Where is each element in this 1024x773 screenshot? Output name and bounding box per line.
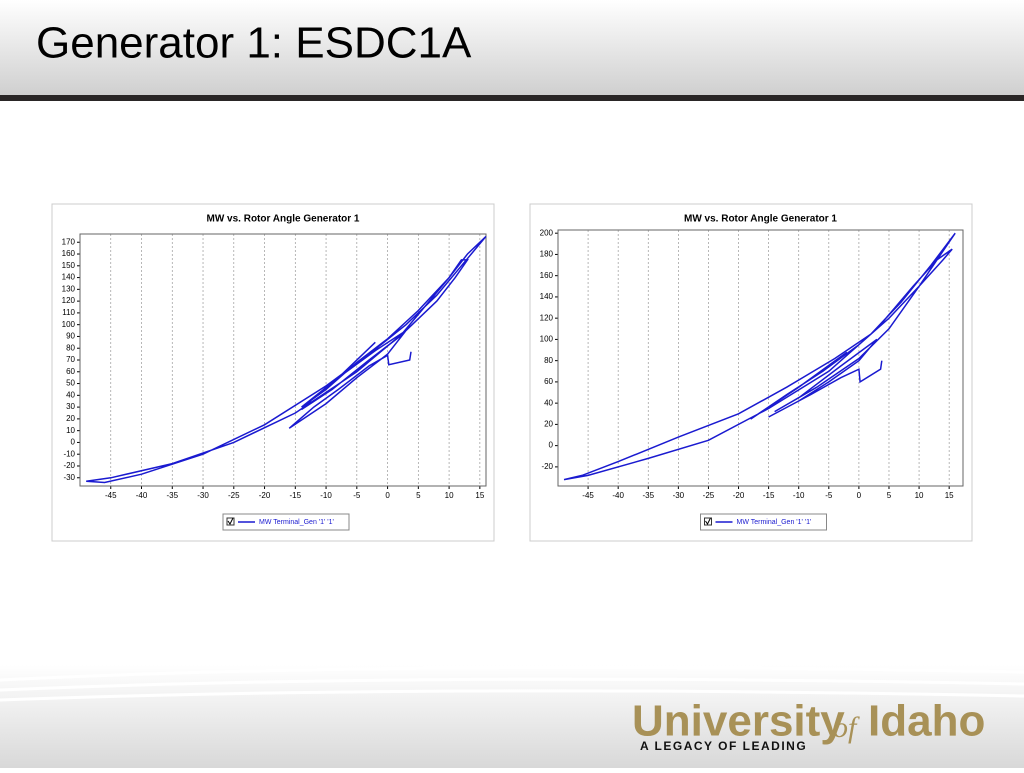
y-tick-label: 120 bbox=[540, 313, 554, 322]
legend-checkbox bbox=[226, 517, 235, 526]
x-tick-label: -5 bbox=[825, 491, 833, 500]
logo-university: University bbox=[632, 697, 845, 746]
plot-frame bbox=[557, 229, 964, 487]
y-tick-label: 130 bbox=[62, 284, 76, 293]
legend-checkbox bbox=[704, 517, 712, 526]
plot-frame bbox=[79, 233, 487, 487]
legend-label: MW Terminal_Gen '1' '1' bbox=[259, 519, 334, 526]
chart-panel bbox=[529, 203, 973, 542]
legend-box bbox=[222, 513, 350, 531]
x-tick-label: -15 bbox=[763, 491, 775, 500]
x-tick-label: 15 bbox=[475, 491, 484, 500]
x-tick-label: 15 bbox=[945, 491, 954, 500]
y-tick-label: 160 bbox=[540, 271, 554, 280]
header-bg bbox=[0, 0, 1024, 96]
y-tick-label: 40 bbox=[544, 398, 553, 407]
x-tick-label: -5 bbox=[353, 491, 361, 500]
y-tick-label: -20 bbox=[63, 461, 75, 470]
y-tick-label: 110 bbox=[62, 308, 75, 317]
x-tick-label: -10 bbox=[793, 491, 805, 500]
x-tick-label: -10 bbox=[320, 491, 332, 500]
y-tick-label: 100 bbox=[540, 335, 554, 344]
y-tick-label: 140 bbox=[62, 273, 76, 282]
x-tick-label: 10 bbox=[915, 491, 924, 500]
x-tick-label: -30 bbox=[673, 491, 685, 500]
legend-check bbox=[227, 517, 234, 525]
logo-idaho: Idaho bbox=[868, 697, 985, 746]
y-tick-label: 50 bbox=[66, 379, 75, 388]
logo-of: of bbox=[833, 711, 860, 744]
logo-tagline: A LEGACY OF LEADING bbox=[640, 739, 807, 753]
y-tick-label: 20 bbox=[544, 419, 553, 428]
y-tick-label: -20 bbox=[541, 462, 553, 471]
legend-box bbox=[700, 513, 827, 531]
y-tick-label: 60 bbox=[544, 377, 553, 386]
x-tick-label: -40 bbox=[136, 491, 148, 500]
chart-panel bbox=[51, 203, 495, 542]
y-tick-label: 30 bbox=[66, 402, 75, 411]
x-tick-label: -35 bbox=[642, 491, 654, 500]
y-tick-label: 0 bbox=[549, 441, 554, 450]
x-tick-label: -25 bbox=[703, 491, 715, 500]
legend-label: MW Terminal_Gen '1' '1' bbox=[737, 519, 812, 526]
x-tick-label: -45 bbox=[105, 491, 117, 500]
legend-check bbox=[705, 517, 711, 525]
y-tick-label: -30 bbox=[63, 473, 75, 482]
x-tick-label: 5 bbox=[887, 491, 892, 500]
y-tick-label: 100 bbox=[62, 320, 76, 329]
x-tick-label: -35 bbox=[166, 491, 178, 500]
x-tick-label: -20 bbox=[733, 491, 745, 500]
y-tick-label: -10 bbox=[63, 449, 75, 458]
y-tick-label: 80 bbox=[544, 356, 553, 365]
y-tick-label: 40 bbox=[66, 390, 75, 399]
data-line bbox=[563, 232, 956, 481]
y-tick-label: 140 bbox=[540, 292, 554, 301]
y-tick-label: 160 bbox=[62, 249, 76, 258]
x-tick-label: 10 bbox=[445, 491, 454, 500]
x-tick-label: 0 bbox=[385, 491, 390, 500]
y-tick-label: 20 bbox=[66, 414, 75, 423]
y-tick-label: 70 bbox=[66, 355, 75, 364]
y-tick-label: 10 bbox=[66, 426, 75, 435]
x-tick-label: 0 bbox=[857, 491, 862, 500]
x-tick-label: -25 bbox=[228, 491, 240, 500]
y-tick-label: 0 bbox=[71, 438, 76, 447]
x-tick-label: -45 bbox=[582, 491, 594, 500]
x-tick-label: -20 bbox=[259, 491, 271, 500]
x-tick-label: -15 bbox=[290, 491, 302, 500]
data-line bbox=[86, 235, 487, 484]
header-bar bbox=[0, 95, 1024, 101]
slide-title: Generator 1: ESDC1A bbox=[36, 19, 472, 68]
y-tick-label: 150 bbox=[62, 261, 76, 270]
y-tick-label: 60 bbox=[66, 367, 75, 376]
y-tick-label: 170 bbox=[62, 237, 76, 246]
y-tick-label: 180 bbox=[540, 250, 554, 259]
chart-title: MW vs. Rotor Angle Generator 1 bbox=[684, 214, 837, 225]
x-tick-label: 5 bbox=[416, 491, 421, 500]
y-tick-label: 200 bbox=[540, 228, 554, 237]
x-tick-label: -40 bbox=[612, 491, 624, 500]
y-tick-label: 80 bbox=[66, 343, 75, 352]
y-tick-label: 120 bbox=[62, 296, 76, 305]
footer-waves bbox=[0, 666, 1024, 702]
y-tick-label: 90 bbox=[66, 332, 75, 341]
chart-title: MW vs. Rotor Angle Generator 1 bbox=[207, 214, 360, 225]
x-tick-label: -30 bbox=[197, 491, 209, 500]
